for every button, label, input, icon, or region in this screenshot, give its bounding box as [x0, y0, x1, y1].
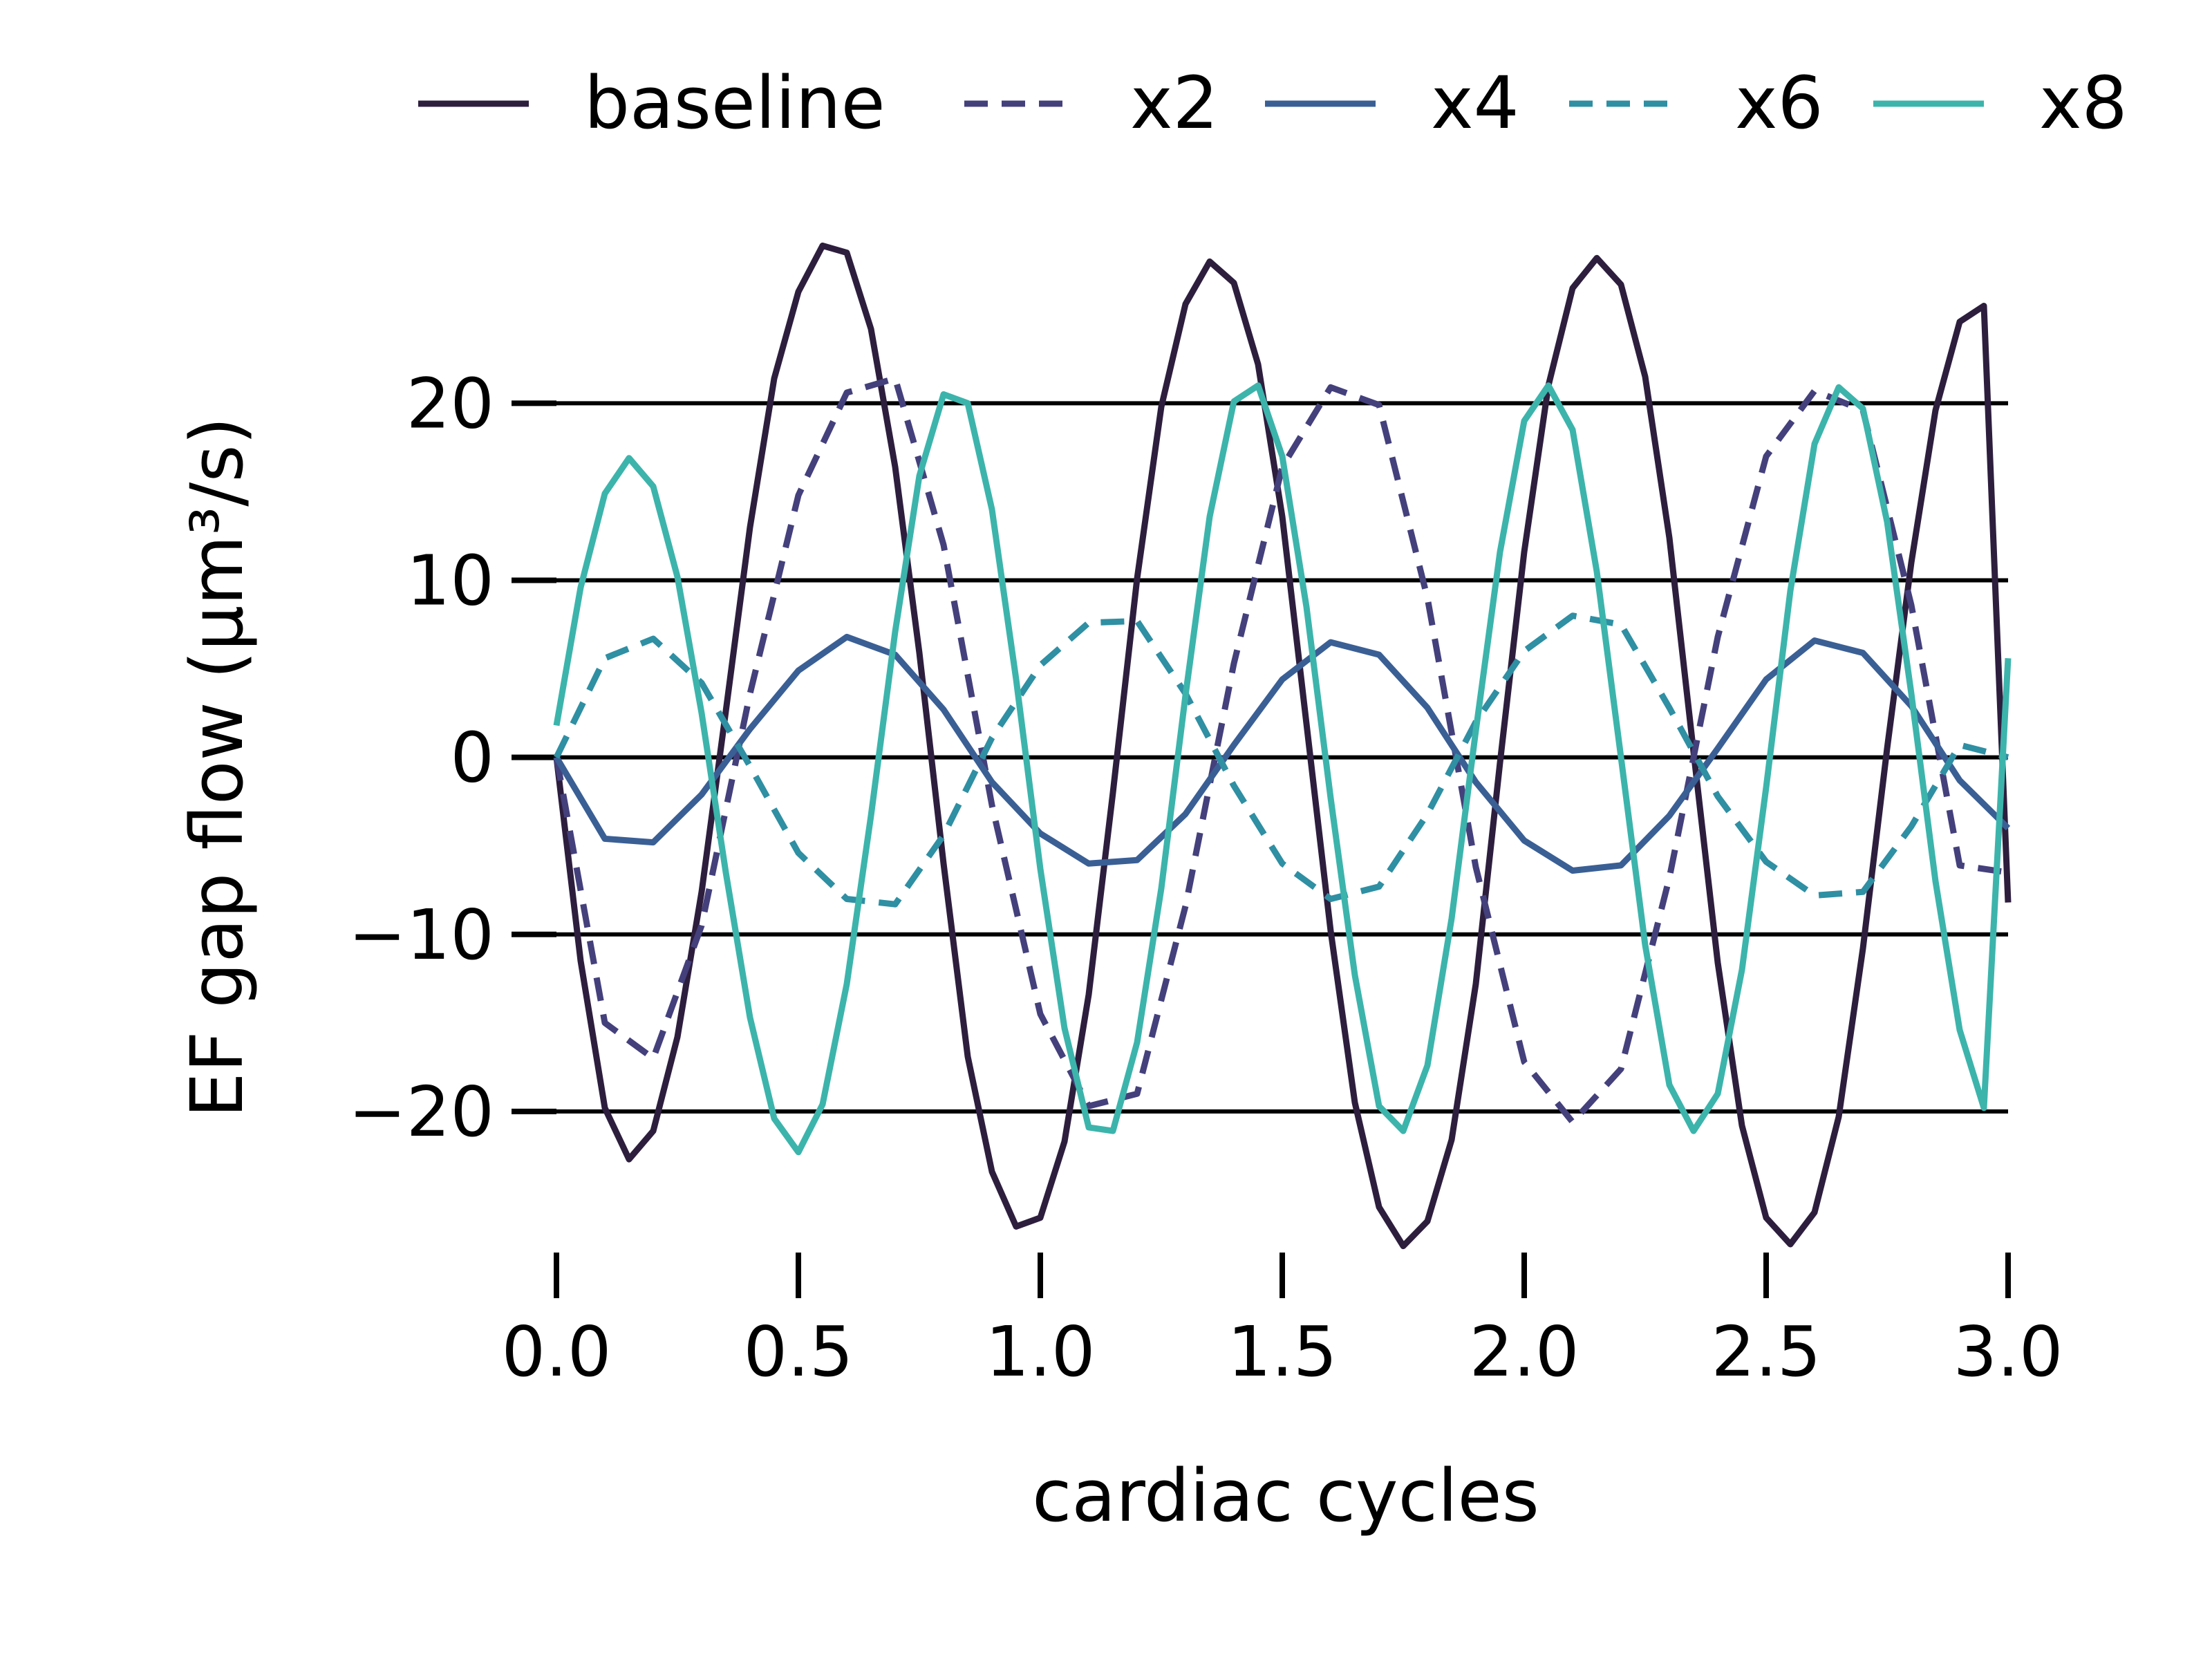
y-tick-label: −20 [348, 1071, 494, 1152]
legend-item-x8: x8 [1873, 61, 2128, 145]
legend-label: x2 [1130, 61, 1219, 145]
y-tick-label: 0 [450, 718, 494, 798]
legend-item-x2: x2 [964, 61, 1219, 145]
y-tick-label: 10 [406, 540, 494, 621]
legend-label: x6 [1735, 61, 1824, 145]
series-line-x8 [553, 382, 2012, 1156]
x-tick-label: 3.0 [1953, 1311, 2063, 1392]
legend-label: baseline [584, 61, 885, 145]
x-tick-label: 2.5 [1711, 1311, 1821, 1392]
y-tick-label: 20 [406, 363, 494, 444]
y-tick-label: −10 [348, 894, 494, 975]
x-tick-label: 2.0 [1469, 1311, 1579, 1392]
series-line-x6 [553, 612, 2009, 908]
gridlines [556, 401, 2008, 1114]
legend-label: x8 [2039, 61, 2128, 145]
legend-item-x4: x4 [1265, 61, 1519, 145]
x-tick-label: 0.0 [501, 1311, 611, 1392]
legend-item-baseline: baseline [418, 61, 885, 145]
series-line-baseline [553, 242, 2012, 1250]
series-line-x4 [554, 633, 2011, 874]
legend: baseline x2 x4 x6 x8 [418, 61, 2128, 145]
x-axis-label: cardiac cycles [1032, 1454, 1539, 1538]
legend-label: x4 [1431, 61, 1519, 145]
legend-item-x6: x6 [1569, 61, 1824, 145]
y-axis-label: EF gap flow (μm³/s) [175, 417, 259, 1118]
x-axis: 0.0 0.5 1.0 1.5 2.0 2.5 3.0 [501, 1253, 2063, 1392]
x-tick-label: 1.5 [1227, 1311, 1337, 1392]
x-tick-label: 1.0 [985, 1311, 1095, 1392]
series-line-x2 [553, 375, 2009, 1125]
x-tick-label: 0.5 [743, 1311, 853, 1392]
y-axis: −20 −10 0 10 20 [348, 363, 556, 1152]
series-lines [553, 242, 2012, 1250]
